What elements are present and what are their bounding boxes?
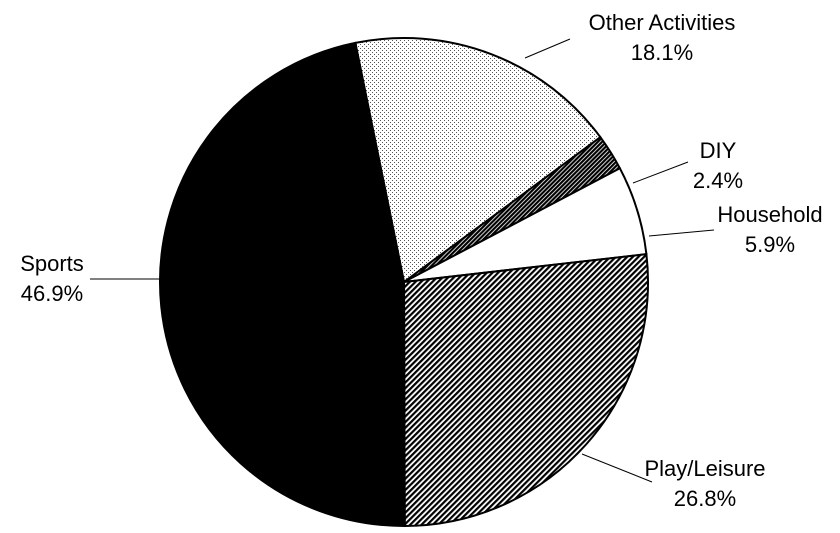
slice-play-leisure	[402, 253, 649, 528]
leader-lines	[90, 38, 715, 483]
pie-slices	[159, 37, 649, 528]
value-sports: 46.9%	[21, 281, 83, 306]
leader-other-activities	[524, 38, 571, 59]
value-household: 5.9%	[745, 232, 795, 257]
leader-household	[648, 229, 715, 237]
leader-play-leisure	[581, 453, 653, 483]
value-diy: 2.4%	[693, 168, 743, 193]
label-sports: Sports	[20, 251, 84, 276]
label-play-leisure: Play/Leisure	[644, 456, 765, 481]
leader-diy	[632, 161, 689, 184]
value-play-leisure: 26.8%	[674, 486, 736, 511]
slice-labels: Other Activities 18.1% DIY 2.4% Household 5.9…	[20, 10, 822, 511]
label-household: Household	[717, 202, 822, 227]
slice-other-activities	[354, 37, 602, 284]
value-other-activities: 18.1%	[631, 40, 693, 65]
label-other-activities: Other Activities	[589, 10, 736, 35]
label-diy: DIY	[700, 138, 737, 163]
slice-sports	[159, 41, 406, 528]
